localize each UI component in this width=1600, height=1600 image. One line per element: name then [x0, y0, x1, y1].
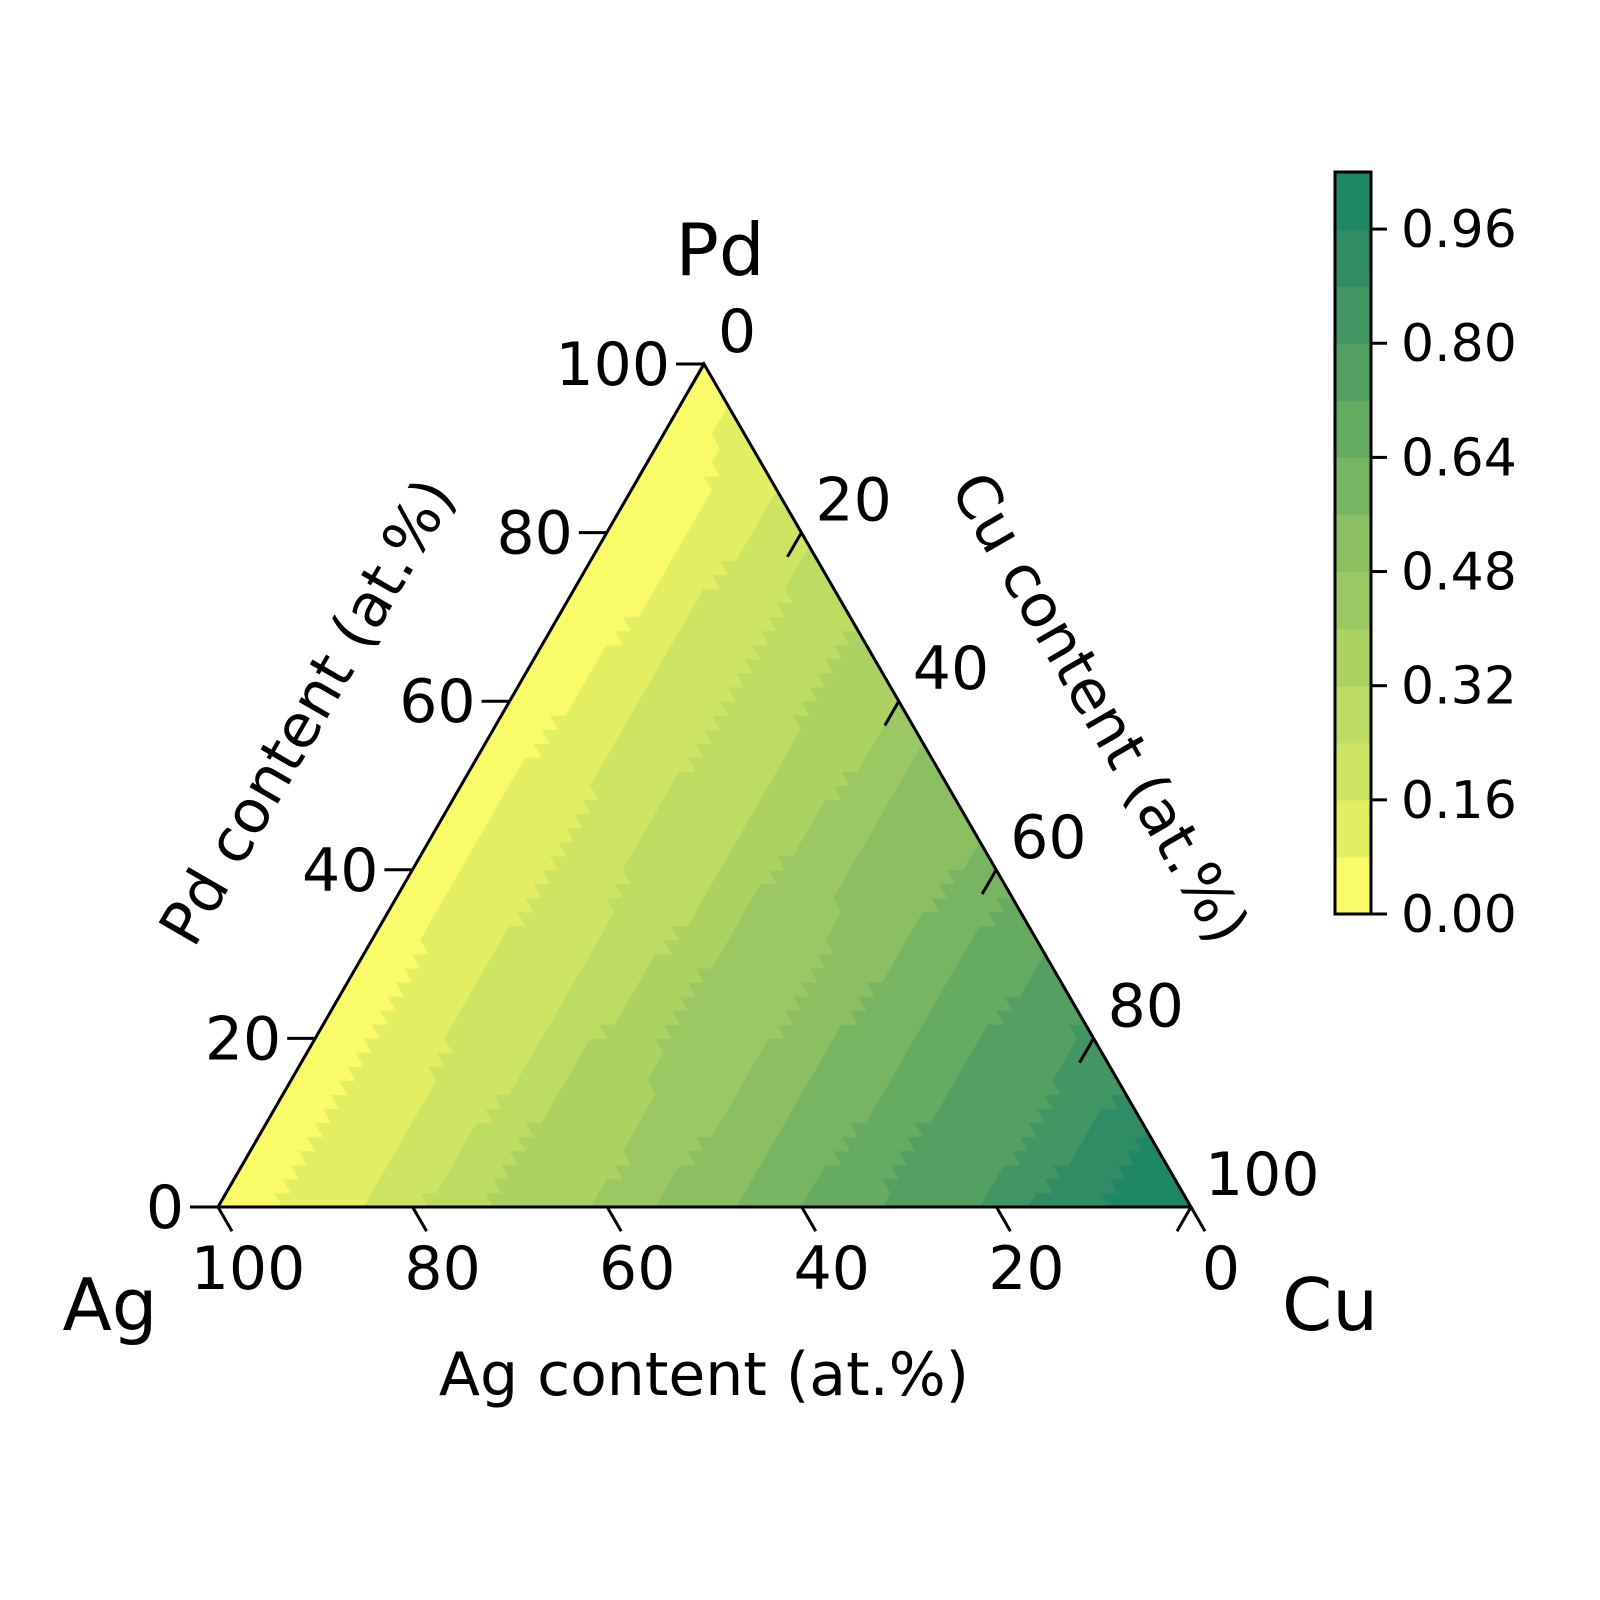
- colorbar-band: [1335, 685, 1371, 744]
- bottom-axis-tick: [605, 1206, 623, 1232]
- left-tick-label: 20: [205, 1004, 281, 1074]
- colorbar-band: [1335, 856, 1371, 915]
- right-tick-label: 60: [1010, 803, 1086, 873]
- colorbar-band: [1335, 799, 1371, 858]
- colorbar-band: [1335, 400, 1371, 458]
- bottom-tick-label: 20: [988, 1234, 1064, 1304]
- bottom-axis-tick: [411, 1206, 428, 1232]
- colorbar-tick-label: 0.64: [1401, 428, 1517, 488]
- colorbar-tick-label: 0.32: [1401, 657, 1517, 717]
- colorbar-tick-label: 0.96: [1401, 200, 1517, 260]
- bottom-tick-label: 60: [599, 1234, 675, 1304]
- bottom-tick-label: 0: [1202, 1234, 1240, 1304]
- bottom-tick-label: 100: [191, 1234, 306, 1304]
- right-axis-tick: [786, 531, 803, 558]
- vertex-label-top: Pd: [675, 208, 764, 292]
- bottom-tick-label: 40: [794, 1234, 870, 1304]
- vertex-label-left: Ag: [63, 1263, 158, 1347]
- colorbar-tick-label: 0.00: [1401, 885, 1517, 945]
- right-axis-tick: [1078, 1037, 1095, 1064]
- left-tick-label: 40: [302, 836, 378, 906]
- colorbar-tick-label: 0.80: [1401, 314, 1517, 374]
- colorbar-band: [1335, 286, 1371, 344]
- right-axis-tick: [883, 700, 901, 727]
- bottom-axis-tick: [995, 1206, 1012, 1232]
- colorbar-tick-label: 0.48: [1401, 543, 1517, 603]
- left-tick-label: 0: [146, 1173, 184, 1243]
- right-axis-tick: [1175, 1206, 1193, 1232]
- right-axis-tick: [688, 363, 706, 389]
- bottom-axis-tick: [800, 1206, 818, 1232]
- colorbar: 0.00 0.16 0.32 0.48 0.64 0.80 0.96: [1333, 170, 1517, 945]
- right-tick-label: 40: [913, 634, 989, 704]
- colorbar-band: [1335, 172, 1371, 230]
- colorbar-band: [1335, 457, 1371, 516]
- ternary-triangle-frame: [215, 360, 1194, 1209]
- right-tick-label: 20: [815, 466, 891, 536]
- contour-field: [217, 363, 1192, 1208]
- vertex-label-right: Cu: [1282, 1263, 1378, 1347]
- colorbar-band: [1335, 742, 1371, 801]
- right-axis-tick: [980, 869, 998, 895]
- colorbar-tick-label: 0.16: [1401, 771, 1517, 831]
- bottom-axis-tick: [1189, 1206, 1207, 1232]
- bottom-axis-title: Ag content (at.%): [439, 1340, 969, 1410]
- left-tick-label: 100: [555, 330, 670, 400]
- right-tick-label: 0: [718, 297, 756, 367]
- colorbar-band: [1335, 571, 1371, 630]
- left-tick-label: 60: [399, 667, 475, 737]
- colorbar-band: [1335, 628, 1371, 687]
- colorbar-band: [1335, 229, 1371, 287]
- colorbar-band: [1335, 514, 1371, 573]
- right-tick-label: 100: [1205, 1140, 1320, 1210]
- colorbar-band: [1335, 343, 1371, 401]
- colorbar-frame: [1333, 170, 1373, 916]
- left-tick-label: 80: [496, 499, 572, 569]
- bottom-tick-label: 80: [404, 1234, 480, 1304]
- right-tick-label: 80: [1108, 971, 1184, 1041]
- bottom-axis-tick: [216, 1206, 234, 1232]
